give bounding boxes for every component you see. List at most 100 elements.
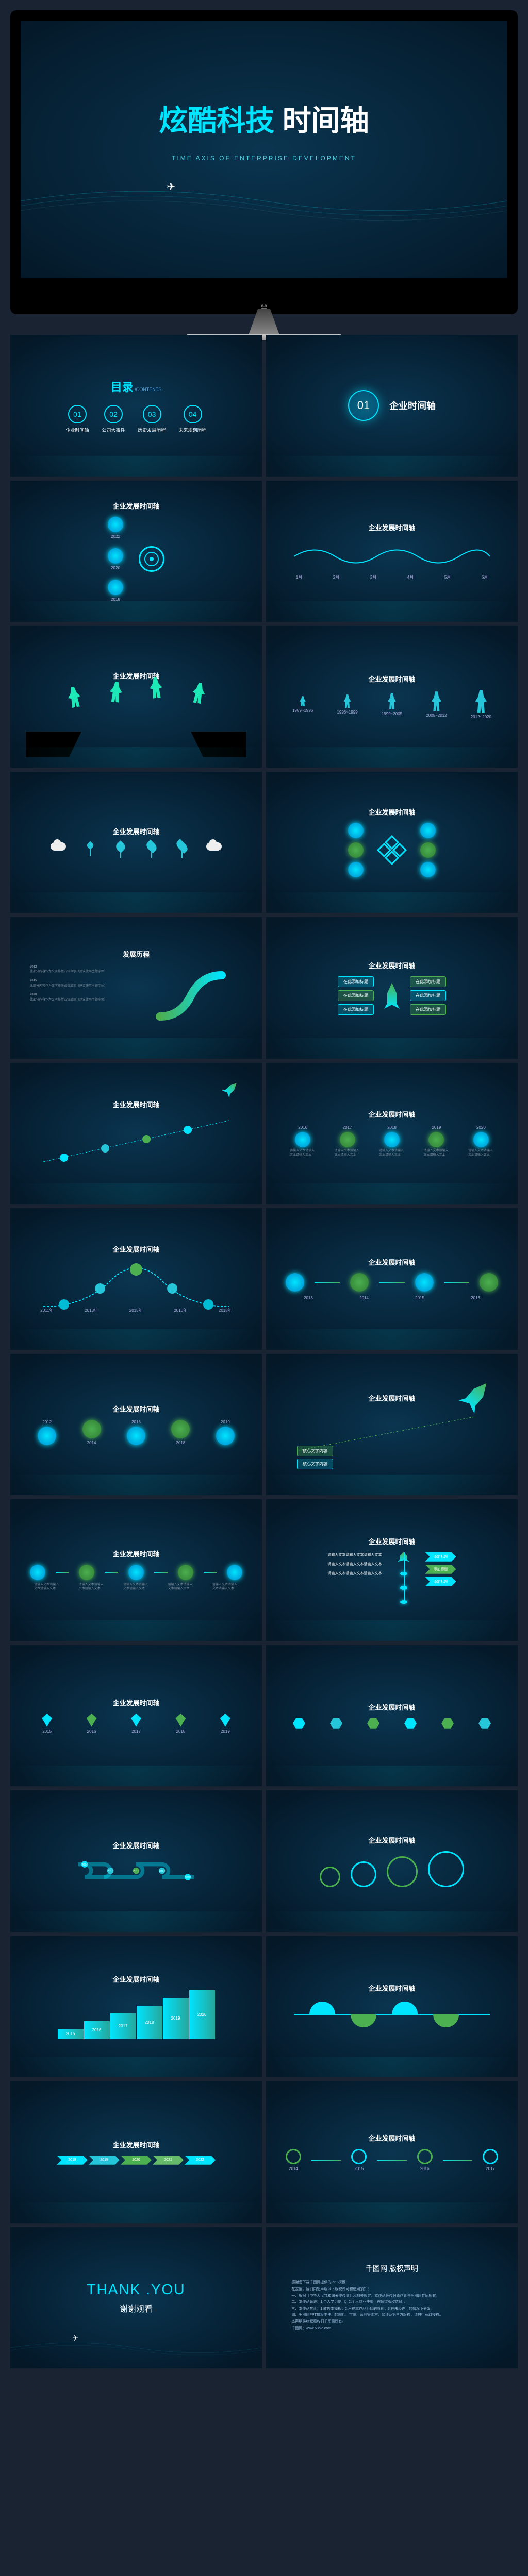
toc-header: 目录 /CONTENTS [111, 378, 162, 395]
evo-item: 1999~2005 [382, 693, 402, 716]
year: 2020 [30, 993, 37, 996]
evo-icon [474, 690, 488, 713]
left-blocks: 在此添加标题 在此添加标题 在此添加标题 [338, 976, 374, 1015]
slide-history-curve: 发展历程 2012 此部分内容作为文字排版占位显示（建议使用主题字体） 2015… [10, 917, 262, 1059]
copyright-line: 一、根据《中华人民共和国著作权法》及相关规定，本作品版权归原作者与千图网共同所有… [291, 2293, 492, 2300]
ascend-blocks: 核心文字内容 核心文字内容 [297, 1446, 333, 1469]
evo-icon [299, 696, 307, 706]
slide-alternating-dots: 企业发展时间轴 2012 2014 2016 2018 2019 [10, 1354, 262, 1496]
hex-icon [293, 1718, 305, 1729]
year: 2013 [304, 1296, 313, 1300]
year: 2016年 [174, 1308, 187, 1313]
block: 在此添加标题 [410, 1004, 446, 1015]
copyright-title: 千图网 版权声明 [366, 2263, 418, 2274]
year: 2015年 [129, 1308, 143, 1313]
toc-title: 目录 [111, 381, 134, 394]
wavy-line [286, 538, 498, 574]
desc: 请输入文本请输入文本请输入文本 [423, 1149, 449, 1158]
year: 2011年 [40, 1308, 53, 1313]
slide-title: 企业发展时间轴 [112, 1840, 159, 1850]
toc-label-3: 历史发展历程 [138, 427, 166, 433]
evo-icon [430, 691, 442, 711]
month: 1月 [296, 574, 302, 580]
slide-serpentine: 企业发展时间轴 2014 2015 2016 2017 2018 [10, 1790, 262, 1932]
hex-icon [367, 1718, 380, 1729]
range: 1996~1999 [337, 710, 357, 715]
slide-stairs: 企业发展时间轴 2015 2016 2017 2018 2019 2020 [10, 1936, 262, 2078]
diagonal-line [30, 1115, 242, 1167]
month: 2月 [333, 574, 339, 580]
ring-icon [428, 1851, 464, 1887]
desc: 此部分内容作为文字排版占位显示（建议使用主题字体） [30, 998, 139, 1003]
pin-icon [42, 1714, 52, 1727]
silhouette-icon [189, 682, 208, 705]
thanks-text: THANK .YOU [87, 2281, 185, 2297]
ring-line-row: 2014 2015 2016 2017 [286, 2149, 498, 2171]
right-blocks: 在此添加标题 在此添加标题 在此添加标题 [410, 976, 446, 1015]
desc: 请输入文本请输入文本请输入文本 [123, 1583, 149, 1591]
evo-item: 1996~1999 [337, 694, 357, 715]
desc: 请输入文本请输入文本请输入文本 [79, 1583, 105, 1591]
slide-title: 企业发展时间轴 [368, 1536, 415, 1546]
desc: 请输入文本请输入文本请输入文本 [328, 1571, 382, 1576]
slide-copyright: 千图网 版权声明 感谢您下载千图网提供的PPT模板！ 在这里，我们向您声明以下版… [266, 2227, 518, 2369]
year: 2018年 [219, 1308, 232, 1313]
plant-icon [114, 842, 127, 858]
alt-row: 2012 2014 2016 2018 2019 [30, 1420, 242, 1445]
copyright-line: 在这里，我们向您声明以下版权许可和使用须知： [291, 2286, 492, 2293]
diamond-icon [379, 837, 405, 863]
slide-evolution: 企业发展时间轴 1989~1996 1996~1999 1999~2005 20… [266, 626, 518, 768]
slide-plants: 企业发展时间轴 [10, 772, 262, 913]
title-part2: 时间轴 [283, 105, 369, 137]
desc: 请输入文本请输入文本请输入文本 [335, 1149, 360, 1158]
range: 1999~2005 [382, 711, 402, 716]
slide-title: 企业发展时间轴 [368, 1257, 415, 1267]
toc-num-1: 01 [68, 405, 87, 423]
slide-title: 企业发展时间轴 [112, 501, 159, 511]
slide-title: 企业发展时间轴 [368, 522, 415, 532]
year: 2019 [432, 1125, 441, 1130]
slide-title: 企业发展时间轴 [112, 1549, 159, 1558]
section-row: 01 企业时间轴 [348, 390, 436, 421]
copyright-line: 三、本作品禁止：1.转售本模板；2.声称本作品为您的原创；3.在未经许可的情况下… [291, 2306, 492, 2313]
thanks-title: THANK .YOU [87, 2281, 185, 2298]
copyright-line: 感谢您下载千图网提供的PPT模板！ [291, 2280, 492, 2286]
year: 2018 [387, 1125, 397, 1130]
center-rocket [398, 1552, 410, 1604]
timeline-body: 2022 2020 2018 [108, 517, 164, 602]
silhouette-row [54, 687, 219, 707]
slide-hex: 企业发展时间轴 [266, 1645, 518, 1787]
svg-text:2014: 2014 [81, 1863, 87, 1867]
plant-icon [145, 842, 158, 858]
slide-section-01: 01 企业时间轴 [266, 335, 518, 477]
serpentine-svg: 2014 2015 2016 2017 2018 [30, 1856, 242, 1882]
month: 3月 [370, 574, 376, 580]
slide-timeline-vertical-dots: 企业发展时间轴 2022 2020 2018 [10, 481, 262, 622]
year: 2016 [420, 2166, 430, 2171]
slide-arrow-chain: 企业发展时间轴 2018 2019 2020 2021 2022 [10, 2081, 262, 2223]
year: 2018 [176, 1440, 186, 1445]
rocket-icon [222, 1079, 240, 1097]
arrow: 添加标题 [425, 1577, 456, 1586]
monitor-stand [233, 309, 295, 335]
title-part1: 炫酷科技 [159, 105, 274, 137]
slide-title: 企业发展时间轴 [368, 2133, 415, 2143]
cover-subtitle: TIME AXIS OF ENTERPRISE DEVELOPMENT [172, 155, 356, 162]
desc: 请输入文本请输入文本请输入文本 [379, 1149, 405, 1158]
range: 2005~2012 [426, 713, 447, 718]
half-circles-svg [286, 1999, 498, 2030]
plant-row [42, 842, 230, 858]
desc: 请输入文本请输入文本请输入文本 [290, 1149, 316, 1158]
pin-row: 2015 2016 2017 2018 2019 [30, 1714, 242, 1734]
year: 2015 [42, 1729, 52, 1734]
pin-icon [87, 1714, 97, 1727]
arrow-chain: 2018 2019 2020 2021 2022 [57, 2156, 216, 2165]
slide-title: 企业发展时间轴 [112, 1244, 159, 1254]
section-num: 01 [348, 390, 379, 421]
copyright-line: 二、本作品允许：1.个人学习使用；2.个人商业使用（需保留版权信息）。 [291, 2299, 492, 2306]
year: 2013年 [85, 1308, 98, 1313]
history-text: 2012 此部分内容作为文字排版占位显示（建议使用主题字体） 2015 此部分内… [30, 965, 139, 1027]
evo-item: 2012~2020 [471, 690, 491, 719]
target-icon [139, 546, 164, 572]
step: 2016 [84, 2021, 110, 2039]
